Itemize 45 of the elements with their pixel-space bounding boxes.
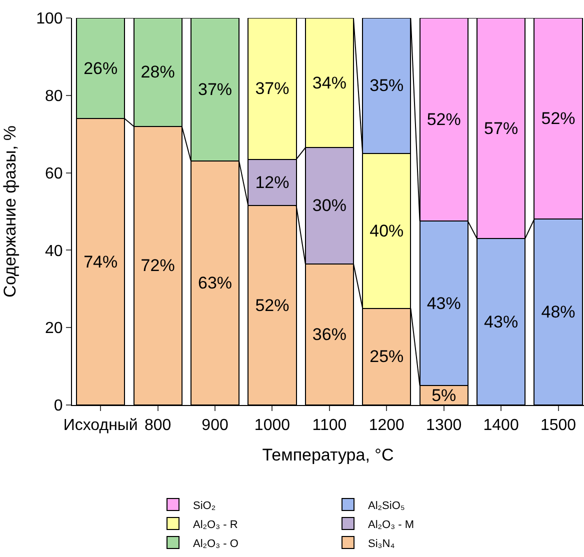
data-label: 48% [541,302,576,322]
data-label: 63% [198,274,232,293]
data-label: 52% [541,109,576,128]
data-label: 30% [312,196,346,216]
y-tick-label: 60 [45,165,63,182]
data-label: 74% [84,252,118,272]
data-label: 25% [370,347,404,366]
y-axis-title: Содержание фазы, % [0,126,20,298]
data-label: 5% [432,386,456,405]
x-tick-label: 1300 [426,417,462,434]
data-label: 36% [312,324,346,344]
y-tick-label: 80 [45,88,63,105]
x-tick-label: 800 [144,417,172,434]
legend-label: SiO₂ [193,500,216,512]
data-label: 28% [140,62,175,82]
legend-label: Al₂O₃ - M [368,518,414,531]
x-axis-title: Температура, °C [262,446,394,465]
x-tick-label: 1400 [483,417,519,434]
data-label: 26% [84,58,118,78]
x-tick-label: Исходный [63,417,138,434]
x-tick-label: 900 [202,417,228,434]
data-label: 72% [140,256,175,276]
y-tick-label: 100 [36,10,63,28]
y-tick-label: 0 [54,398,63,415]
y-tick-label: 20 [45,320,63,338]
data-label: 37% [255,79,290,98]
data-label: 57% [484,118,518,138]
data-label: 40% [370,221,404,240]
x-tick-label: 1000 [254,417,290,434]
data-label: 43% [426,294,461,313]
data-label: 34% [312,73,346,92]
data-label: 12% [255,172,290,192]
legend-label: Si₃N₄ [368,538,396,550]
legend-label: Al₂SiO₅ [368,500,405,512]
x-tick-label: 1100 [312,417,347,434]
data-label: 35% [370,76,404,96]
y-tick-label: 40 [45,242,63,260]
x-tick-label: 1200 [368,417,405,434]
legend-label: Al₂O₃ - O [193,538,239,550]
data-label: 52% [255,296,290,315]
data-label: 43% [484,312,518,332]
data-label: 52% [426,110,461,130]
data-label: 37% [198,80,232,100]
legend-label: Al₂O₃ - R [193,518,238,531]
x-tick-label: 1500 [540,417,576,434]
